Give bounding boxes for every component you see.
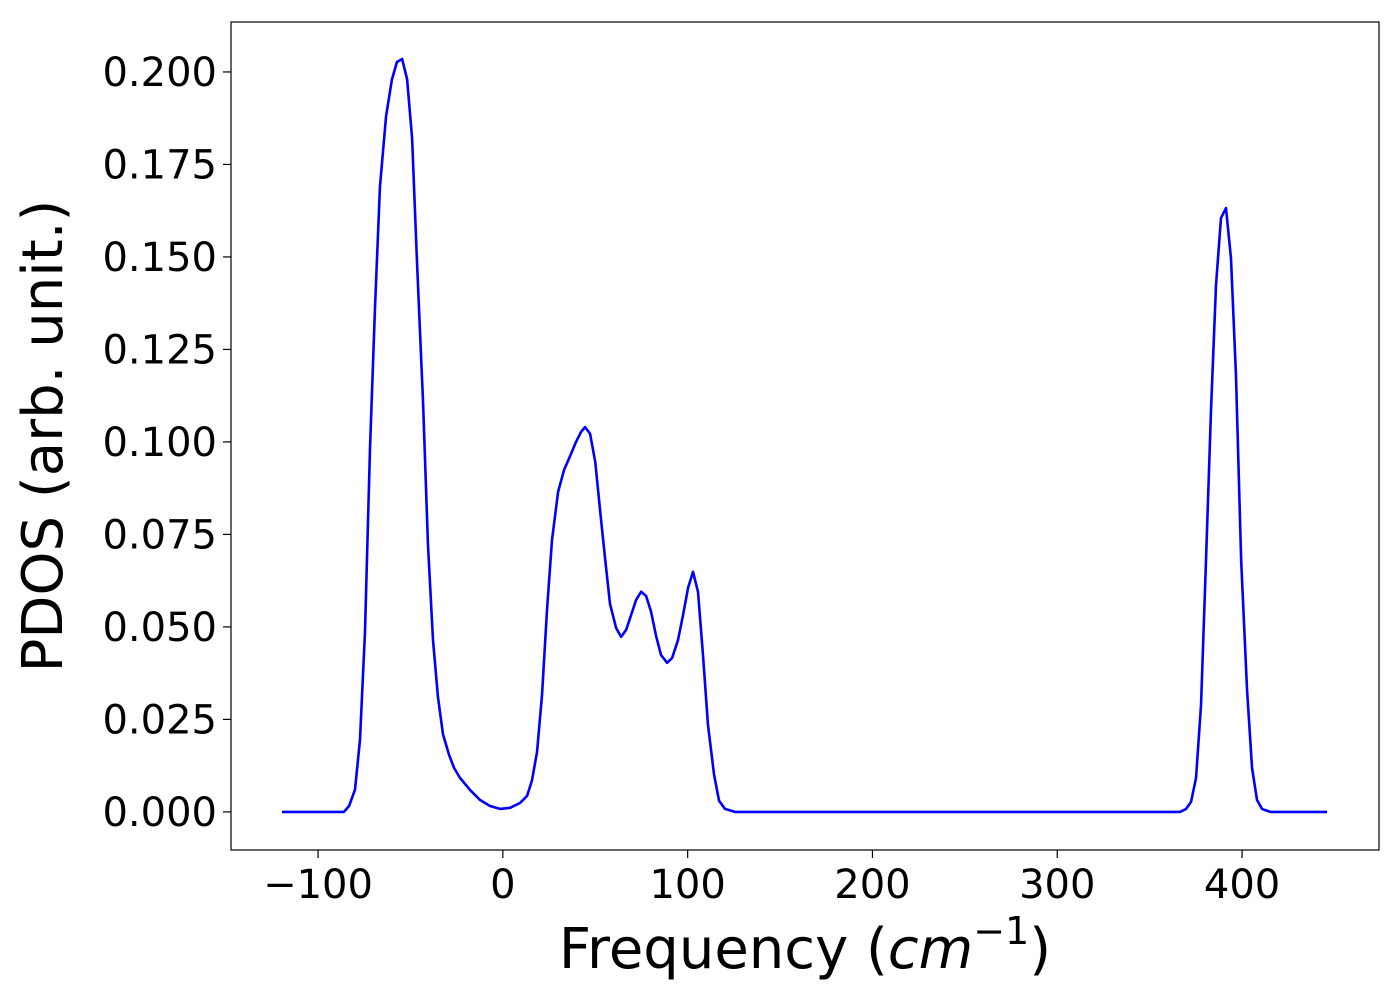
y-tick-label: 0.075 (102, 512, 217, 558)
x-label-exponent: −1 (973, 909, 1029, 953)
x-tick-label: 400 (1204, 862, 1280, 908)
x-axis-label: Frequency (cm−1) (559, 909, 1051, 982)
x-label-unit: cm (888, 917, 973, 982)
y-tick-label: 0.050 (102, 605, 217, 651)
y-tick-label: 0.125 (102, 327, 217, 373)
y-tick-label: 0.150 (102, 235, 217, 281)
x-tick-label: 100 (649, 862, 725, 908)
data-line (282, 57, 1328, 814)
y-tick-label: 0.100 (102, 420, 217, 466)
y-tick-label: 0.175 (102, 142, 217, 188)
x-label-text: Frequency ( (559, 917, 888, 982)
x-tick-label: −100 (263, 862, 373, 908)
x-tick-label: 200 (834, 862, 910, 908)
x-label-close: ) (1029, 917, 1051, 982)
plot-frame (230, 21, 1380, 851)
x-tick-label: 0 (490, 862, 515, 908)
x-tick-label: 300 (1019, 862, 1095, 908)
y-tick-label: 0.000 (102, 790, 217, 836)
y-tick-label: 0.200 (102, 50, 217, 96)
y-tick-label: 0.025 (102, 697, 217, 743)
y-axis-label: PDOS (arb. unit.) (11, 200, 76, 673)
